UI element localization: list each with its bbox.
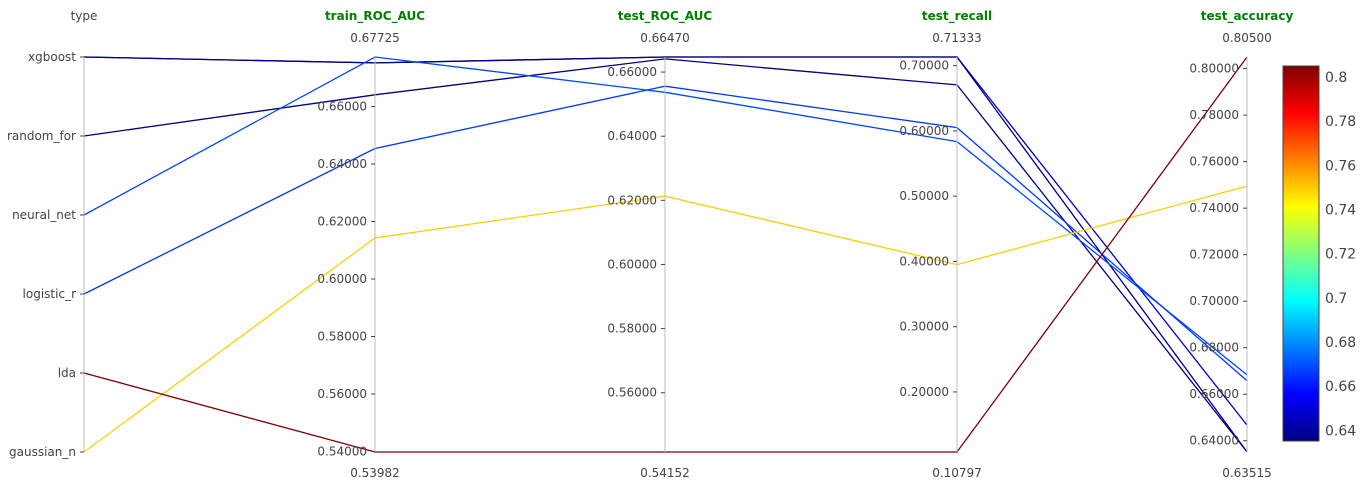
colorbar-tick-label: 0.74 xyxy=(1325,203,1356,219)
axis-min-label: 0.63515 xyxy=(1222,466,1272,480)
tick-label: 0.70000 xyxy=(899,59,949,73)
colorbar-tick-label: 0.68 xyxy=(1325,335,1356,351)
axis-title-train_ROC_AUC: train_ROC_AUC xyxy=(325,9,425,24)
axis-max-label: 0.80500 xyxy=(1222,31,1272,45)
tick-label: 0.64000 xyxy=(1189,434,1239,448)
tick-label: 0.72000 xyxy=(1189,248,1239,262)
tick-label: 0.20000 xyxy=(899,385,949,399)
tick-label-gaussian_n: gaussian_n xyxy=(9,445,76,459)
colorbar-tick-label: 0.78 xyxy=(1325,114,1356,130)
tick-label-xgboost: xgboost xyxy=(28,50,76,64)
axis-title-test_accuracy: test_accuracy xyxy=(1201,9,1294,24)
tick-label-neural_net: neural_net xyxy=(12,208,76,222)
axes-layer: type gaussian_n lda logistic_r neural_net ran… xyxy=(7,9,1294,480)
tick-label: 0.64000 xyxy=(607,129,657,143)
tick-label: 0.66000 xyxy=(317,100,367,114)
colorbar-tick-label: 0.76 xyxy=(1325,158,1356,174)
tick-label-lda: lda xyxy=(58,366,76,380)
tick-label: 0.76000 xyxy=(1189,155,1239,169)
axis-min-label: 0.54152 xyxy=(640,466,690,480)
axis-title-type: type xyxy=(71,9,98,23)
colorbar-gradient xyxy=(1282,65,1320,442)
tick-label: 0.78000 xyxy=(1189,108,1239,122)
colorbar-tick-label: 0.64 xyxy=(1325,423,1356,439)
axis-max-label: 0.71333 xyxy=(932,31,982,45)
tick-label: 0.64000 xyxy=(317,157,367,171)
axis-max-label: 0.67725 xyxy=(350,31,400,45)
axis-title-test_ROC_AUC: test_ROC_AUC xyxy=(618,9,713,24)
colorbar: 0.64 0.66 0.68 0.7 0.72 0.74 0.76 0.78 0.8 xyxy=(1282,65,1356,442)
tick-label: 0.74000 xyxy=(1189,201,1239,215)
axis-min-label: 0.53982 xyxy=(350,466,400,480)
tick-label: 0.60000 xyxy=(607,257,657,271)
tick-label: 0.30000 xyxy=(899,320,949,334)
tick-label: 0.54000 xyxy=(317,444,367,458)
tick-label-random_for: random_for xyxy=(7,129,76,143)
colorbar-tick-label: 0.7 xyxy=(1325,291,1347,307)
axis-title-test_recall: test_recall xyxy=(922,9,992,24)
tick-label: 0.62000 xyxy=(607,193,657,207)
axis-max-label: 0.66470 xyxy=(640,31,690,45)
tick-label: 0.60000 xyxy=(317,272,367,286)
tick-label: 0.58000 xyxy=(317,330,367,344)
tick-label: 0.70000 xyxy=(1189,294,1239,308)
colorbar-tick-label: 0.72 xyxy=(1325,247,1356,263)
tick-label: 0.66000 xyxy=(1189,387,1239,401)
tick-label: 0.66000 xyxy=(607,65,657,79)
colorbar-tick-label: 0.8 xyxy=(1325,70,1347,86)
axis-min-label: 0.10797 xyxy=(932,466,982,480)
tick-label: 0.56000 xyxy=(607,386,657,400)
tick-label: 0.80000 xyxy=(1189,62,1239,76)
tick-label: 0.50000 xyxy=(899,189,949,203)
colorbar-tick-label: 0.66 xyxy=(1325,379,1356,395)
tick-label: 0.40000 xyxy=(899,254,949,268)
tick-label: 0.60000 xyxy=(899,124,949,138)
tick-label-logistic_r: logistic_r xyxy=(23,287,77,301)
tick-label: 0.56000 xyxy=(317,387,367,401)
tick-label: 0.62000 xyxy=(317,215,367,229)
tick-label: 0.58000 xyxy=(607,322,657,336)
tick-label: 0.68000 xyxy=(1189,341,1239,355)
